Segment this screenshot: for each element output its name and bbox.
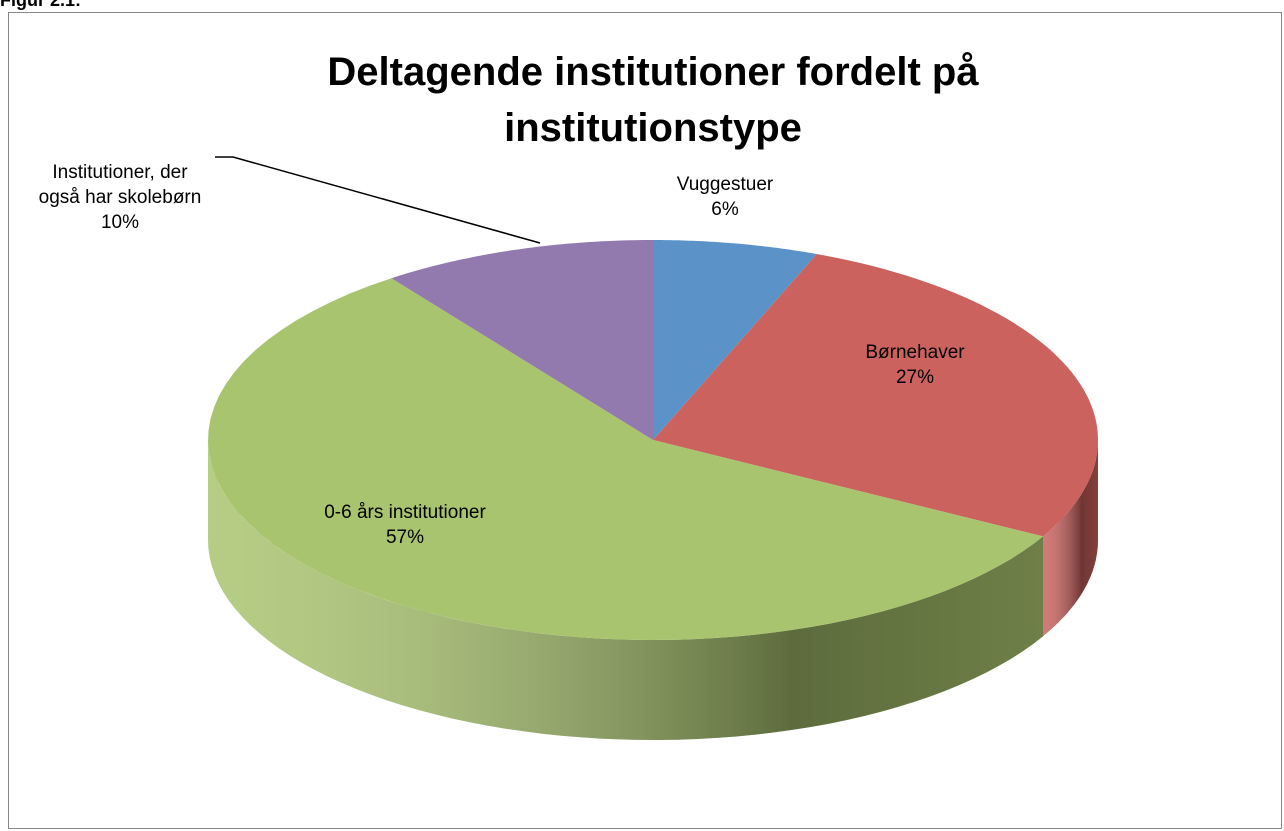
label-name: Institutioner, der også har skolebørn [38,162,202,208]
data-label: Børnehaver 27% [820,340,1010,390]
label-percent: 10% [100,212,140,233]
chart-title: Deltagende institutioner fordelt på inst… [327,50,979,150]
label-percent: 27% [895,367,935,388]
leader-line [215,156,541,244]
data-label: Institutioner, der også har skolebørn 10% [20,160,220,235]
chart-frame [8,12,1282,829]
label-percent: 6% [711,199,739,220]
slice [391,240,653,440]
slice [653,240,817,440]
label-name: 0-6 års institutioner [324,502,486,523]
label-name: Vuggestuer [676,174,774,195]
caption: Figur 2.1: [0,0,82,10]
slice [653,254,1098,537]
data-label: Vuggestuer 6% [640,172,810,222]
label-name: Børnehaver [865,342,965,363]
slice-side-shade [208,440,1043,740]
data-label: 0-6 års institutioner 57% [270,500,540,550]
slice [208,278,1043,640]
slice-side-shade [1043,440,1098,637]
label-percent: 57% [385,527,425,548]
